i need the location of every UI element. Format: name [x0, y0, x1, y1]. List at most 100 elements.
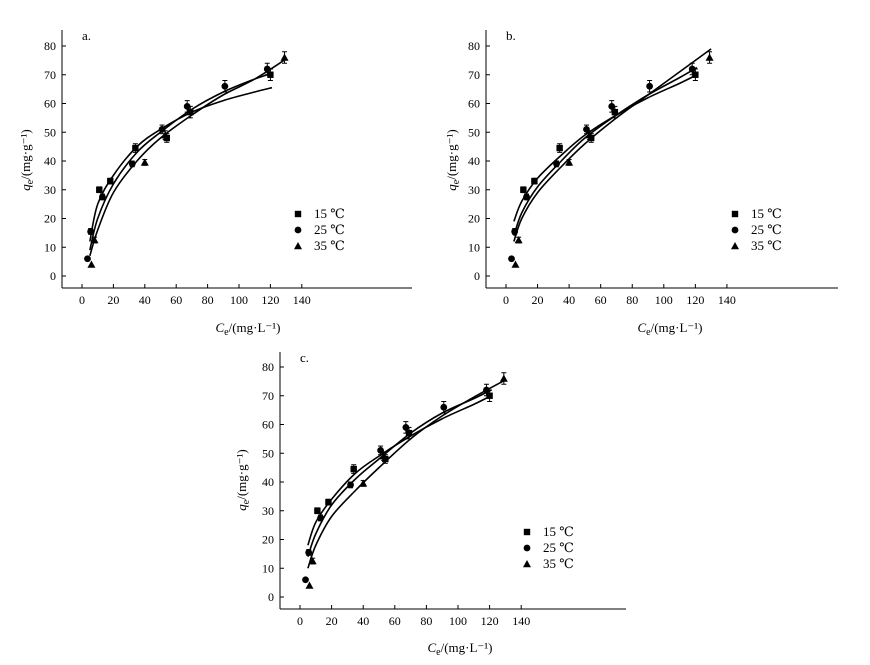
- triangle-marker: [308, 557, 317, 565]
- y-tick-label: 80: [262, 360, 274, 374]
- y-axis-title: qe/(mg·g⁻¹): [444, 129, 462, 190]
- square-marker: [325, 498, 332, 506]
- x-tick-label: 140: [293, 293, 311, 307]
- legend-circle-marker: [523, 544, 531, 552]
- legend-circle-marker: [731, 226, 739, 234]
- legend-triangle-marker: [294, 242, 302, 250]
- triangle-marker: [280, 53, 289, 61]
- circle-marker: [608, 102, 616, 110]
- panel-label: b.: [506, 28, 516, 43]
- x-tick-label: 120: [686, 293, 704, 307]
- circle-marker: [263, 65, 271, 73]
- legend: 15 ℃25 ℃35 ℃: [294, 206, 345, 253]
- circle-marker: [317, 514, 324, 522]
- y-tick-label: 80: [44, 39, 56, 53]
- y-tick-label: 0: [50, 269, 56, 283]
- x-tick-label: 80: [626, 293, 638, 307]
- series-2: [508, 62, 696, 263]
- x-tick-label: 140: [512, 614, 530, 628]
- square-marker: [350, 465, 357, 473]
- y-tick-label: 0: [474, 269, 480, 283]
- y-tick-label: 40: [468, 154, 480, 168]
- legend-label: 25 ℃: [314, 222, 345, 237]
- legend-label: 15 ℃: [751, 206, 782, 221]
- x-tick-label: 100: [230, 293, 248, 307]
- square-marker: [531, 177, 538, 185]
- square-marker: [520, 186, 527, 193]
- x-tick-label: 0: [79, 293, 85, 307]
- circle-marker: [553, 160, 560, 168]
- legend-square-marker: [294, 210, 302, 218]
- y-axis-title: qe/(mg·g⁻¹): [234, 449, 252, 510]
- x-tick-label: 0: [297, 614, 303, 628]
- circle-marker: [84, 255, 91, 263]
- y-tick-label: 70: [44, 68, 56, 82]
- circle-marker: [99, 193, 106, 201]
- y-tick-label: 70: [468, 68, 480, 82]
- square-marker: [692, 71, 699, 78]
- triangle-marker: [514, 236, 523, 244]
- fit-curve-3: [89, 58, 287, 257]
- y-tick-label: 20: [44, 212, 56, 226]
- x-axis-title: Ce/(mg·L⁻¹): [215, 320, 280, 338]
- triangle-marker: [305, 581, 314, 589]
- y-tick-label: 20: [468, 212, 480, 226]
- circle-marker: [305, 549, 313, 556]
- square-marker: [187, 108, 194, 116]
- x-tick-label: 20: [107, 293, 119, 307]
- square-marker: [556, 144, 563, 152]
- y-tick-label: 10: [44, 240, 56, 254]
- series-3: [305, 372, 508, 589]
- x-tick-label: 40: [139, 293, 151, 307]
- circle-marker: [508, 255, 515, 263]
- fit-curve-1: [89, 86, 273, 242]
- legend-triangle-marker: [731, 242, 739, 250]
- x-tick-label: 100: [449, 614, 467, 628]
- x-tick-label: 60: [389, 614, 401, 628]
- circle-marker: [183, 102, 191, 110]
- fit-curve-3: [513, 48, 712, 242]
- y-tick-label: 0: [268, 590, 274, 604]
- y-tick-label: 40: [262, 475, 274, 489]
- y-tick-label: 50: [44, 125, 56, 139]
- circle-marker: [440, 403, 448, 411]
- series-3: [511, 51, 714, 268]
- y-axis-title: qe/(mg·g⁻¹): [18, 129, 36, 190]
- x-tick-label: 20: [326, 614, 338, 628]
- circle-marker: [221, 82, 229, 90]
- x-tick-label: 100: [655, 293, 673, 307]
- y-tick-label: 50: [468, 125, 480, 139]
- legend-triangle-marker: [523, 560, 531, 568]
- x-tick-label: 40: [563, 293, 575, 307]
- legend-label: 25 ℃: [751, 222, 782, 237]
- fit-curve-1: [513, 74, 698, 222]
- y-tick-label: 70: [262, 389, 274, 403]
- circle-marker: [523, 193, 530, 201]
- x-axis-title: Ce/(mg·L⁻¹): [637, 320, 702, 338]
- x-tick-label: 80: [420, 614, 432, 628]
- x-tick-label: 60: [170, 293, 182, 307]
- circle-marker: [583, 125, 590, 133]
- circle-marker: [302, 576, 309, 584]
- square-marker: [314, 507, 321, 514]
- series-1: [96, 68, 274, 194]
- x-axis-title: Ce/(mg·L⁻¹): [427, 640, 492, 658]
- series-3: [87, 51, 289, 268]
- x-tick-label: 120: [261, 293, 279, 307]
- y-tick-label: 60: [468, 97, 480, 111]
- triangle-marker: [140, 158, 149, 166]
- square-marker: [96, 186, 103, 193]
- triangle-marker: [499, 374, 508, 382]
- legend-square-marker: [731, 210, 739, 218]
- legend-label: 35 ℃: [543, 556, 574, 571]
- legend-label: 35 ℃: [751, 238, 782, 253]
- fit-curve-2: [89, 72, 273, 251]
- legend-circle-marker: [294, 226, 302, 234]
- legend: 15 ℃25 ℃35 ℃: [731, 206, 782, 253]
- circle-marker: [347, 481, 354, 489]
- y-tick-label: 30: [262, 504, 274, 518]
- y-tick-label: 40: [44, 154, 56, 168]
- square-marker: [132, 144, 139, 152]
- x-tick-label: 140: [718, 293, 736, 307]
- circle-marker: [646, 82, 653, 90]
